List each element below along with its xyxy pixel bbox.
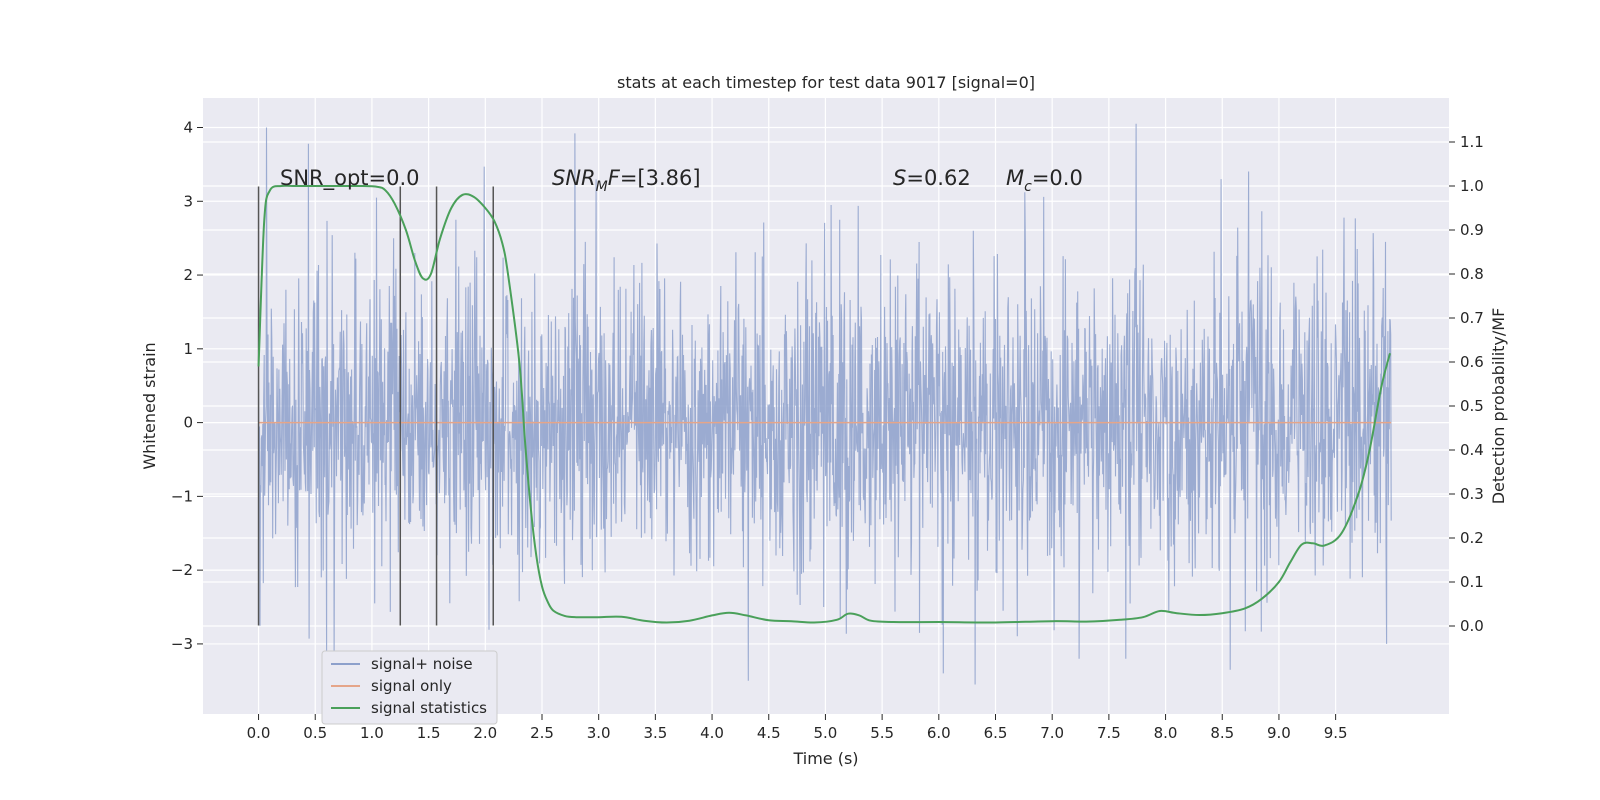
legend-label-signal-noise: signal+ noise xyxy=(371,655,473,673)
y-right-tick-label: 0.6 xyxy=(1460,353,1484,371)
y-left-axis-label: Whitened strain xyxy=(140,342,159,469)
y-right-axis-ticks: 0.0 0.1 0.2 0.3 0.4 0.5 0.6 0.7 0.8 0.9 1.0 1.1 xyxy=(1449,133,1484,635)
annotation-snr-opt: SNR_opt=0.0 xyxy=(280,166,420,191)
y-left-tick-label: 4 xyxy=(183,119,193,137)
x-tick-label: 5.5 xyxy=(870,724,894,742)
x-tick-label: 8.0 xyxy=(1154,724,1178,742)
x-tick-label: 0.0 xyxy=(247,724,271,742)
series-line-signal-noise xyxy=(258,123,1392,685)
y-right-tick-label: 0.9 xyxy=(1460,221,1484,239)
y-right-tick-label: 0.1 xyxy=(1460,573,1484,591)
x-tick-label: 3.5 xyxy=(643,724,667,742)
y-left-tick-label: −1 xyxy=(171,487,193,505)
y-left-tick-label: 1 xyxy=(183,340,193,358)
series-signal-noise xyxy=(258,123,1392,685)
x-tick-label: 1.5 xyxy=(417,724,441,742)
vertical-markers xyxy=(257,186,494,626)
x-tick-label: 2.0 xyxy=(473,724,497,742)
y-right-tick-label: 0.8 xyxy=(1460,265,1484,283)
y-left-axis-ticks: −3 −2 −1 0 1 2 3 4 xyxy=(171,119,203,653)
y-right-tick-label: 0.0 xyxy=(1460,617,1484,635)
annotation-snr-mf: SNRMF=[3.86] xyxy=(552,166,701,195)
annotation-mc: Mc=0.0 xyxy=(1006,166,1083,195)
x-tick-label: 8.5 xyxy=(1210,724,1234,742)
x-tick-label: 1.0 xyxy=(360,724,384,742)
x-tick-label: 9.0 xyxy=(1267,724,1291,742)
x-tick-label: 6.5 xyxy=(984,724,1008,742)
y-left-tick-label: −2 xyxy=(171,561,193,579)
x-tick-label: 5.0 xyxy=(814,724,838,742)
x-tick-label: 7.0 xyxy=(1040,724,1064,742)
y-left-tick-label: 3 xyxy=(183,192,193,210)
legend-label-signal-statistics: signal statistics xyxy=(371,699,487,717)
annotation-s: S=0.62 xyxy=(893,166,971,190)
y-right-tick-label: 1.1 xyxy=(1460,133,1484,151)
x-tick-label: 9.5 xyxy=(1324,724,1348,742)
annotation-mc-value: =0.0 xyxy=(1032,166,1083,190)
legend: signal+ noise signal only signal statist… xyxy=(321,650,498,725)
x-axis-ticks: 0.0 0.5 1.0 1.5 2.0 2.5 3.0 3.5 4.0 4.5 5.0 5.5 6.0 6… xyxy=(247,714,1348,742)
x-tick-label: 6.0 xyxy=(927,724,951,742)
annotation-snr-mf-value: =[3.86] xyxy=(620,166,701,190)
x-tick-label: 4.0 xyxy=(700,724,724,742)
x-tick-label: 0.5 xyxy=(303,724,327,742)
x-tick-label: 4.5 xyxy=(757,724,781,742)
y-right-axis-label: Detection probability/MF xyxy=(1489,308,1508,505)
y-right-tick-label: 0.5 xyxy=(1460,397,1484,415)
x-tick-label: 2.5 xyxy=(530,724,554,742)
y-right-tick-label: 0.2 xyxy=(1460,529,1484,547)
y-left-tick-label: −3 xyxy=(171,635,193,653)
series-line-signal-statistics xyxy=(257,184,1391,624)
chart-title: stats at each timestep for test data 901… xyxy=(617,73,1035,92)
annotation-s-value: =0.62 xyxy=(906,166,970,190)
y-left-tick-label: 2 xyxy=(183,266,193,284)
series-signal-statistics xyxy=(257,184,1391,624)
x-axis-label: Time (s) xyxy=(792,749,858,768)
y-left-tick-label: 0 xyxy=(183,414,193,432)
legend-label-signal-only: signal only xyxy=(371,677,452,695)
x-tick-label: 3.0 xyxy=(587,724,611,742)
y-right-tick-label: 0.3 xyxy=(1460,485,1484,503)
y-right-tick-label: 1.0 xyxy=(1460,177,1484,195)
x-tick-label: 7.5 xyxy=(1097,724,1121,742)
legend-box xyxy=(321,650,498,725)
y-right-tick-label: 0.4 xyxy=(1460,441,1484,459)
y-right-tick-label: 0.7 xyxy=(1460,309,1484,327)
